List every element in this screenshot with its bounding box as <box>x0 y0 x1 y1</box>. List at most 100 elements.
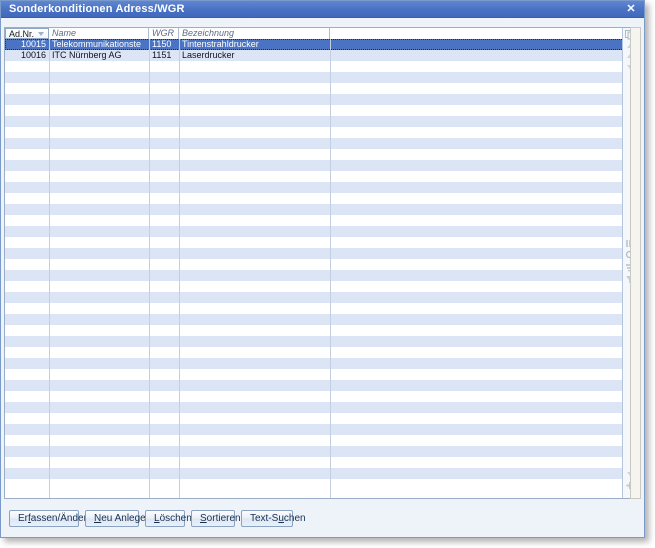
neu-anlegen-button[interactable]: Neu Anlegen <box>85 510 151 527</box>
table-row[interactable] <box>5 248 636 259</box>
cell-bezeichnung <box>179 413 330 424</box>
cell-bezeichnung <box>179 160 330 171</box>
table-row[interactable] <box>5 358 636 369</box>
table-row[interactable] <box>5 380 636 391</box>
table-row[interactable] <box>5 336 636 347</box>
cell-wgr <box>149 369 179 380</box>
cell-spare <box>330 83 624 94</box>
cell-bezeichnung <box>179 281 330 292</box>
sortieren-button[interactable]: Sortieren <box>191 510 241 527</box>
table-row[interactable] <box>5 171 636 182</box>
table-row[interactable] <box>5 182 636 193</box>
cell-spare <box>330 369 624 380</box>
loeschen-button[interactable]: Löschen <box>145 510 192 527</box>
table-row[interactable] <box>5 479 636 490</box>
table-row[interactable] <box>5 138 636 149</box>
cell-wgr <box>149 303 179 314</box>
cell-name <box>49 270 149 281</box>
column-header-bezeichnung[interactable]: Bezeichnung <box>179 28 330 39</box>
cell-adnr <box>5 281 49 292</box>
cell-bezeichnung <box>179 72 330 83</box>
cell-name <box>49 204 149 215</box>
table-row[interactable]: 10016 ITC Nürnberg AG 1151 Laserdrucker <box>5 50 636 61</box>
close-icon[interactable]: ✕ <box>626 3 636 15</box>
cell-name <box>49 61 149 72</box>
cell-spare <box>330 72 624 83</box>
table-row[interactable] <box>5 72 636 83</box>
cell-adnr <box>5 94 49 105</box>
cell-wgr <box>149 215 179 226</box>
table-row[interactable] <box>5 215 636 226</box>
column-header-label: Ad.Nr. <box>9 29 35 39</box>
table-row[interactable] <box>5 369 636 380</box>
cell-name <box>49 380 149 391</box>
table-row[interactable] <box>5 303 636 314</box>
table-row[interactable] <box>5 83 636 94</box>
table-row[interactable] <box>5 402 636 413</box>
table-row[interactable] <box>5 292 636 303</box>
table-row[interactable] <box>5 446 636 457</box>
table-row[interactable] <box>5 314 636 325</box>
table-row[interactable] <box>5 270 636 281</box>
table-row[interactable] <box>5 281 636 292</box>
table-row[interactable] <box>5 237 636 248</box>
cell-bezeichnung <box>179 325 330 336</box>
table-row[interactable] <box>5 204 636 215</box>
table-row[interactable] <box>5 347 636 358</box>
table-row[interactable]: 10015 Telekommunikationste 1150 Tintenstrah… <box>5 39 636 50</box>
table-row[interactable] <box>5 226 636 237</box>
filter-dropdown-icon[interactable] <box>38 32 44 36</box>
cell-name <box>49 105 149 116</box>
window-title: Sonderkonditionen Adress/WGR <box>9 3 185 15</box>
cell-name <box>49 94 149 105</box>
table-row[interactable] <box>5 391 636 402</box>
cell-wgr <box>149 171 179 182</box>
cell-wgr <box>149 116 179 127</box>
cell-adnr <box>5 468 49 479</box>
table-row[interactable] <box>5 94 636 105</box>
records-grid[interactable]: Ad.Nr. Name WGR Bezeichnung 10015 Telekommun… <box>4 27 637 499</box>
column-header-wgr[interactable]: WGR <box>149 28 179 39</box>
vertical-scrollbar[interactable] <box>630 27 641 499</box>
column-header-spare[interactable] <box>330 28 624 39</box>
cell-bezeichnung <box>179 446 330 457</box>
table-row[interactable] <box>5 116 636 127</box>
cell-spare <box>330 303 624 314</box>
column-header-label: Name <box>52 28 77 38</box>
cell-adnr <box>5 336 49 347</box>
column-header-name[interactable]: Name <box>49 28 149 39</box>
table-row[interactable] <box>5 193 636 204</box>
cell-bezeichnung <box>179 226 330 237</box>
cell-bezeichnung <box>179 171 330 182</box>
table-row[interactable] <box>5 105 636 116</box>
table-row[interactable] <box>5 424 636 435</box>
cell-name <box>49 446 149 457</box>
grid-body[interactable]: 10015 Telekommunikationste 1150 Tintenstrah… <box>5 39 636 498</box>
table-row[interactable] <box>5 468 636 479</box>
erfassen-aendern-button[interactable]: Erfassen/Ändern <box>9 510 93 527</box>
table-row[interactable] <box>5 325 636 336</box>
cell-adnr <box>5 292 49 303</box>
cell-name <box>49 182 149 193</box>
table-row[interactable] <box>5 127 636 138</box>
cell-spare <box>330 270 624 281</box>
cell-wgr <box>149 292 179 303</box>
table-row[interactable] <box>5 149 636 160</box>
cell-name <box>49 424 149 435</box>
cell-adnr <box>5 369 49 380</box>
cell-name <box>49 468 149 479</box>
cell-adnr <box>5 424 49 435</box>
text-suchen-button[interactable]: Text-Suchen <box>241 510 306 527</box>
cell-wgr <box>149 237 179 248</box>
cell-spare <box>330 446 624 457</box>
table-row[interactable] <box>5 259 636 270</box>
column-header-adnr[interactable]: Ad.Nr. <box>5 28 49 39</box>
cell-spare <box>330 160 624 171</box>
table-row[interactable] <box>5 435 636 446</box>
table-row[interactable] <box>5 413 636 424</box>
table-row[interactable] <box>5 457 636 468</box>
cell-wgr <box>149 347 179 358</box>
table-row[interactable] <box>5 160 636 171</box>
table-row[interactable] <box>5 61 636 72</box>
cell-adnr <box>5 358 49 369</box>
